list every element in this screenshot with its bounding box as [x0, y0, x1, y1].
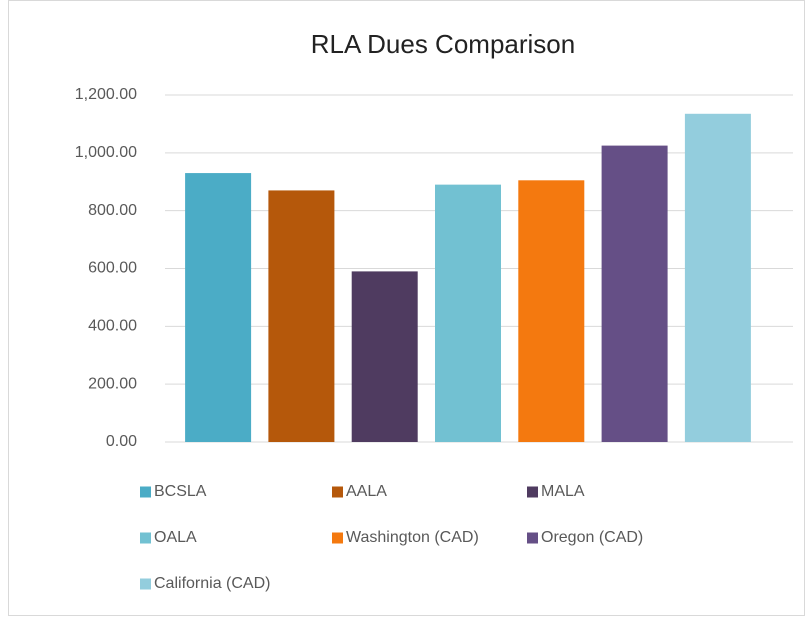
- legend-swatch: [527, 532, 538, 544]
- y-tick-label: 800.00: [88, 202, 137, 219]
- legend-swatch: [527, 486, 538, 498]
- legend-swatch: [140, 532, 151, 544]
- legend-swatch: [140, 486, 151, 498]
- bar: [435, 184, 501, 442]
- chart-title: RLA Dues Comparison: [311, 29, 575, 59]
- y-tick-label: 400.00: [88, 318, 137, 335]
- legend-swatch: [140, 578, 151, 590]
- bar: [268, 190, 335, 442]
- legend-label: BCSLA: [154, 483, 207, 500]
- y-tick-label: 200.00: [88, 375, 137, 392]
- y-tick-label: 0.00: [106, 433, 137, 450]
- bar: [518, 180, 585, 442]
- legend-label: MALA: [541, 483, 585, 500]
- legend-label: OALA: [154, 529, 197, 546]
- bar: [601, 145, 668, 442]
- y-tick-label: 1,200.00: [75, 86, 137, 103]
- legend-label: Washington (CAD): [346, 529, 479, 546]
- legend-swatch: [332, 486, 343, 498]
- y-tick-label: 1,000.00: [75, 144, 137, 161]
- legend-label: California (CAD): [154, 575, 270, 592]
- bar: [185, 173, 252, 442]
- legend-label: Oregon (CAD): [541, 529, 643, 546]
- legend-swatch: [332, 532, 343, 544]
- bar: [684, 113, 751, 442]
- bar: [351, 271, 418, 442]
- y-tick-label: 600.00: [88, 260, 137, 277]
- legend-label: AALA: [346, 483, 387, 500]
